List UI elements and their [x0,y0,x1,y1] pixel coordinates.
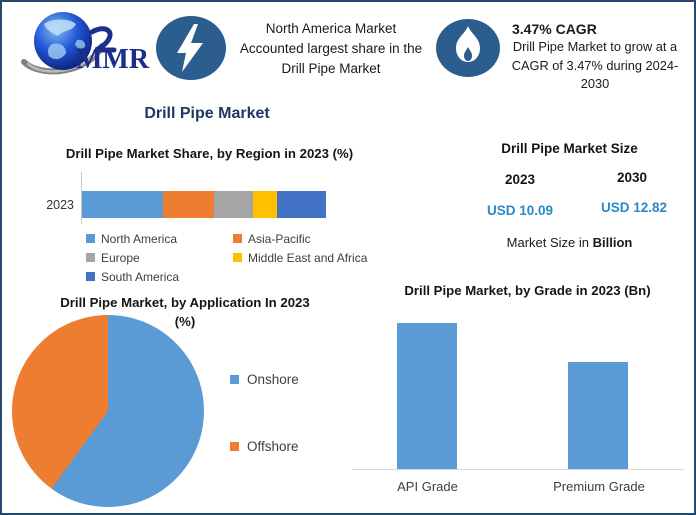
pie-legend-item-onshore: Onshore [230,372,299,387]
legend-item-asia-pacific: Asia-Pacific [233,229,386,248]
grade-chart-plot [352,302,684,470]
legend-marker-asia-pacific [233,234,242,243]
grade-category-label-api: API Grade [397,479,458,494]
legend-marker-europe [86,253,95,262]
grade-axis-line [352,469,684,470]
cagr-body: Drill Pipe Market to grow at a CAGR of 3… [500,38,690,94]
legend-item-south-america: South America [86,267,233,286]
cagr-line: CAGR of 3.47% during 2024- [511,57,679,73]
legend-label: North America [101,231,178,246]
mmr-logo: MMR [14,6,154,95]
legend-item-north-america: North America [86,229,233,248]
region-year-label: 2023 [46,198,74,212]
legend-marker-south-america [86,272,95,281]
market-size-year-2023: 2023 [504,172,536,187]
legend-item-middle-east-africa: Middle East and Africa [233,248,386,267]
region-segment-europe [213,191,253,218]
application-pie [12,315,204,507]
market-size-value-2030: USD 12.82 [600,200,668,215]
legend-marker-north-america [86,234,95,243]
region-stacked-bar [82,191,326,218]
legend-marker-offshore [230,442,239,451]
region-segment-asia-pacific [162,191,214,218]
legend-label: Asia-Pacific [248,231,311,246]
cagr-line: 2030 [580,76,610,91]
region-segment-north-america [82,191,163,218]
flame-icon [434,17,502,84]
region-axis-line [81,172,82,224]
globe-icon: MMR [21,12,150,75]
callout-share-line: North America Market [265,21,397,36]
logo-text: MMR [76,44,150,75]
legend-label: Middle East and Africa [248,250,368,265]
lightning-icon [154,14,228,87]
market-size-note-unit: Billion [592,235,633,250]
legend-label: South America [101,269,180,284]
legend-marker-onshore [230,375,239,384]
market-size-value-2023: USD 10.09 [486,203,554,218]
grade-chart-title: Drill Pipe Market, by Grade in 2023 (Bn) [404,283,651,298]
market-size-note: Market Size in Billion [442,235,694,250]
region-segment-south-america [277,191,326,218]
market-size-year-2030: 2030 [616,170,648,185]
legend-item-europe: Europe [86,248,233,267]
region-segment-middle-east-and-africa [252,191,278,218]
grade-category-label-premium: Premium Grade [553,479,645,494]
callout-share-line: Accounted largest share in the [239,41,423,56]
page-title: Drill Pipe Market [144,105,270,122]
pie-legend-item-offshore: Offshore [230,439,299,454]
callout-share-text: North America Market Accounted largest s… [228,19,434,79]
application-pie-title-line2: (%) [174,314,196,329]
legend-label: Onshore [247,372,299,387]
callout-cagr: 3.47% CAGR Drill Pipe Market to grow at … [500,21,690,94]
market-size-title: Drill Pipe Market Size [501,141,638,156]
grade-bar [397,323,457,469]
application-pie-title-line1: Drill Pipe Market, by Application In 202… [60,295,310,310]
cagr-title: 3.47% CAGR [512,21,597,37]
market-size-note-prefix: Market Size in [506,235,593,250]
grade-bar [568,362,628,469]
legend-label: Offshore [247,439,299,454]
legend-label: Europe [101,250,140,265]
region-chart-title: Drill Pipe Market Share, by Region in 20… [65,146,354,161]
region-legend: North America Asia-Pacific Europe Middle… [86,229,386,286]
cagr-line: Drill Pipe Market to grow at a [512,39,678,54]
callout-share-line: Drill Pipe Market [281,61,381,76]
application-pie-title: Drill Pipe Market, by Application In 202… [20,293,350,331]
legend-marker-middle-east-africa [233,253,242,262]
